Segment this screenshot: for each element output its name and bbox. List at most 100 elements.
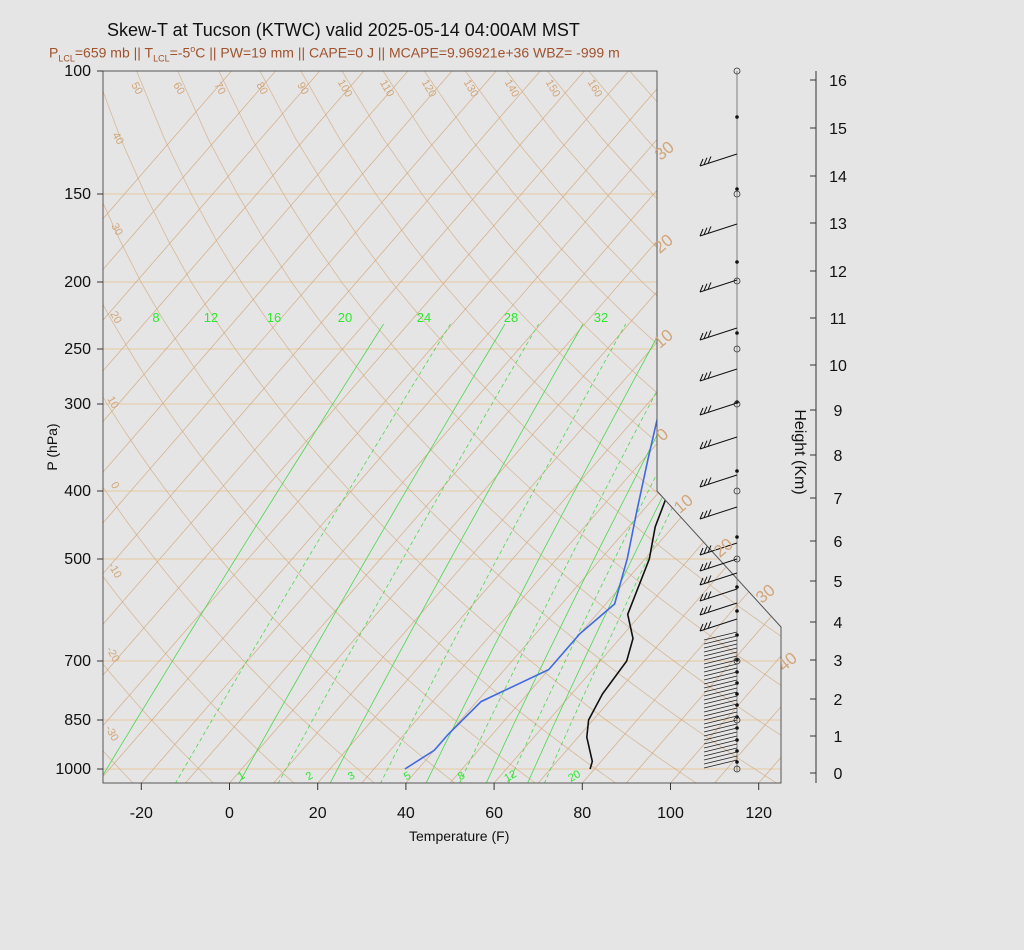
theta-label: 70 bbox=[211, 80, 228, 97]
wind-level-dot bbox=[735, 469, 739, 473]
isotherm-line bbox=[714, 71, 781, 783]
dry-adiabat-line bbox=[218, 71, 781, 783]
wind-barb-flag bbox=[707, 156, 712, 164]
height-tick-label: 13 bbox=[829, 216, 847, 233]
pressure-tick-label: 200 bbox=[64, 274, 91, 291]
wind-level-dot bbox=[735, 115, 739, 119]
wind-barb bbox=[703, 747, 738, 757]
isotherm-line bbox=[103, 71, 585, 783]
wind-barb bbox=[699, 572, 738, 586]
wind-barb-flag bbox=[707, 282, 712, 290]
theta-label: 50 bbox=[128, 80, 145, 97]
wind-barb-flag bbox=[707, 371, 712, 379]
wind-barb-flag bbox=[699, 158, 704, 167]
dry-adiabat-line bbox=[177, 71, 781, 783]
height-tick-label: 11 bbox=[830, 311, 847, 328]
wind-barb-flag bbox=[699, 284, 704, 293]
isotherm-line bbox=[670, 71, 781, 783]
isotherm-line bbox=[185, 71, 781, 783]
saturated-adiabat-label: 20 bbox=[566, 768, 583, 785]
isotherm-label-right: 30 bbox=[752, 580, 779, 607]
temperature-profile bbox=[585, 71, 781, 770]
wind-level-dot bbox=[735, 260, 739, 264]
mixing-ratio-label: 24 bbox=[417, 310, 431, 325]
wind-barb bbox=[703, 715, 738, 725]
isotherm-label-left: -10 bbox=[105, 561, 123, 581]
wind-barb-flag bbox=[707, 605, 712, 613]
isotherm-label-left: 20 bbox=[107, 309, 124, 326]
wind-barb-flag bbox=[699, 623, 704, 632]
wind-barb bbox=[699, 402, 738, 416]
isotherm-label-left: 30 bbox=[108, 221, 125, 238]
wind-level-dot bbox=[735, 535, 739, 539]
height-tick-label: 3 bbox=[834, 653, 843, 670]
isotherm-label-right: 20 bbox=[710, 534, 737, 561]
wind-barb-flag bbox=[703, 576, 708, 584]
isotherm-line bbox=[317, 71, 781, 783]
wind-barb-flag bbox=[703, 440, 708, 448]
mixing-ratio-line bbox=[103, 323, 384, 783]
wind-pressure-marker bbox=[733, 190, 741, 198]
wind-barb-flag bbox=[699, 577, 704, 586]
isotherm-label-right: 20 bbox=[650, 230, 677, 257]
wind-barb-flag bbox=[707, 405, 712, 413]
height-tick-label: 8 bbox=[834, 448, 843, 465]
wind-barb bbox=[703, 639, 738, 649]
isotherm-line bbox=[103, 71, 276, 783]
wind-barb-flag bbox=[699, 373, 704, 382]
wind-barb-flag bbox=[699, 479, 704, 488]
dry-adiabat-line bbox=[341, 71, 781, 783]
pressure-tick-label: 250 bbox=[64, 341, 91, 358]
wind-pressure-marker bbox=[733, 555, 741, 563]
saturated-adiabat-label: 12 bbox=[502, 768, 519, 785]
isotherm-line bbox=[103, 71, 232, 783]
mixing-ratio-label: 16 bbox=[267, 310, 281, 325]
wind-barb-flag bbox=[707, 509, 712, 517]
wind-barb-flag bbox=[703, 283, 708, 291]
saturated-adiabat-label: 3 bbox=[346, 770, 357, 783]
isotherm-line bbox=[537, 71, 781, 783]
height-tick-label: 16 bbox=[829, 73, 847, 90]
dry-adiabat-line bbox=[670, 71, 781, 783]
wind-barb bbox=[703, 651, 738, 661]
pressure-tick-label: 400 bbox=[64, 483, 91, 500]
wind-barb bbox=[703, 631, 738, 641]
wind-barb-flag bbox=[703, 157, 708, 165]
wind-barb bbox=[703, 743, 738, 753]
wind-barb bbox=[703, 735, 738, 745]
pressure-tick-label: 300 bbox=[64, 396, 91, 413]
degree-sup: o bbox=[190, 44, 196, 54]
wind-barb bbox=[699, 436, 738, 450]
wind-pressure-marker bbox=[733, 716, 741, 724]
wind-barb-flag bbox=[699, 332, 704, 341]
wind-barb bbox=[703, 719, 738, 729]
theta-label: 60 bbox=[170, 80, 187, 97]
saturated-adiabat-label: 8 bbox=[456, 770, 467, 783]
plcl-label: P bbox=[49, 44, 59, 61]
wind-barb bbox=[703, 731, 738, 741]
pressure-tick-label: 100 bbox=[64, 63, 91, 80]
height-tick-label: 15 bbox=[829, 121, 847, 138]
isotherm-line bbox=[493, 71, 781, 783]
dry-adiabat-line bbox=[136, 71, 778, 783]
wind-barb-flag bbox=[703, 592, 708, 600]
dry-adiabat-line bbox=[423, 71, 781, 783]
wind-barb-flag bbox=[703, 622, 708, 630]
height-tick-label: 14 bbox=[829, 169, 847, 186]
theta-label: 80 bbox=[253, 80, 270, 97]
saturated-adiabat-label: 5 bbox=[402, 770, 413, 783]
wind-barb bbox=[703, 675, 738, 685]
wind-barb-flag bbox=[703, 546, 708, 554]
temperature-tick-label: 40 bbox=[397, 805, 415, 822]
wind-barb bbox=[703, 703, 738, 713]
wind-barb-flag bbox=[707, 330, 712, 338]
saturated-adiabat-label: 1 bbox=[236, 770, 247, 783]
plcl-sub: LCL bbox=[58, 53, 75, 64]
wind-barb bbox=[703, 739, 738, 749]
wind-barb bbox=[699, 618, 738, 632]
isotherm-line bbox=[103, 71, 453, 783]
height-tick-label: 4 bbox=[834, 615, 843, 632]
wind-pressure-marker bbox=[733, 345, 741, 353]
theta-label: 90 bbox=[294, 80, 311, 97]
